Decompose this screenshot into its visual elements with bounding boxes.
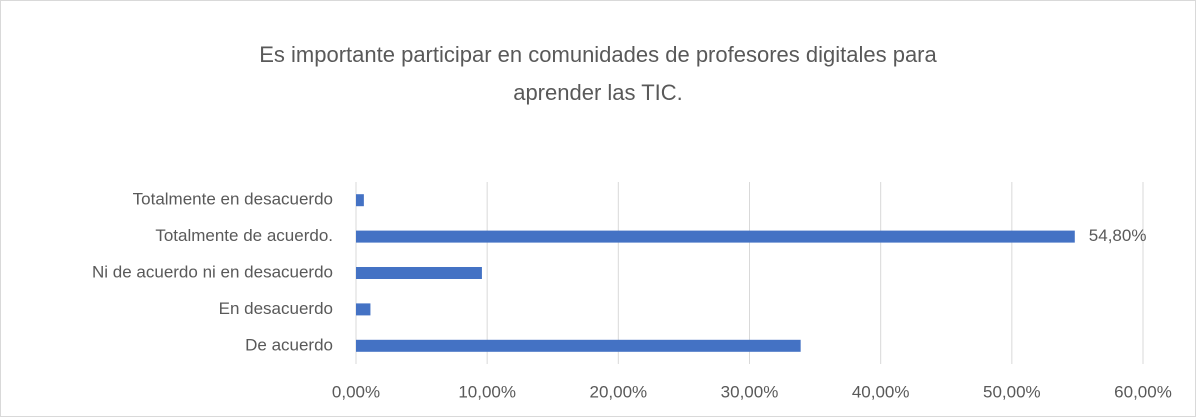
x-tick-label: 20,00% — [589, 382, 647, 401]
bar — [356, 267, 482, 279]
y-tick-label: Ni de acuerdo ni en desacuerdo — [92, 262, 333, 281]
x-tick-label: 10,00% — [458, 382, 516, 401]
x-tick-label: 30,00% — [721, 382, 779, 401]
y-tick-label: Totalmente de acuerdo. — [155, 226, 333, 245]
chart-title: aprender las TIC. — [513, 80, 683, 105]
data-label: 54,80% — [1089, 226, 1147, 245]
x-tick-label: 40,00% — [852, 382, 910, 401]
y-tick-label: En desacuerdo — [219, 299, 333, 318]
y-tick-label: De acuerdo — [245, 335, 333, 354]
x-tick-label: 50,00% — [983, 382, 1041, 401]
x-tick-label: 60,00% — [1114, 382, 1172, 401]
bar — [356, 303, 371, 316]
bar — [356, 339, 801, 352]
y-tick-label: Totalmente en desacuerdo — [133, 190, 333, 209]
chart-title: Es importante participar en comunidades … — [259, 42, 937, 67]
x-tick-label: 0,00% — [332, 382, 380, 401]
bar — [356, 194, 364, 207]
bar — [356, 230, 1075, 243]
